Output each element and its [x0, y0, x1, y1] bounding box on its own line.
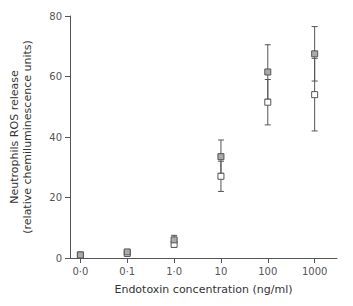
svg-text:1·0: 1·0: [166, 266, 182, 277]
svg-text:10: 10: [215, 266, 228, 277]
svg-text:0·1: 0·1: [119, 266, 135, 277]
svg-text:100: 100: [258, 266, 277, 277]
svg-text:Endotoxin concentration (ng/ml: Endotoxin concentration (ng/ml): [114, 283, 292, 296]
svg-text:Neutrophils ROS release: Neutrophils ROS release: [8, 70, 21, 204]
svg-text:20: 20: [49, 192, 62, 203]
svg-text:40: 40: [49, 132, 62, 143]
svg-text:(relative chemiluminescence un: (relative chemiluminescence units): [21, 40, 34, 234]
svg-text:80: 80: [49, 11, 62, 22]
svg-text:0·0: 0·0: [72, 266, 88, 277]
svg-text:0: 0: [56, 253, 62, 264]
svg-text:1000: 1000: [302, 266, 327, 277]
svg-text:60: 60: [49, 71, 62, 82]
